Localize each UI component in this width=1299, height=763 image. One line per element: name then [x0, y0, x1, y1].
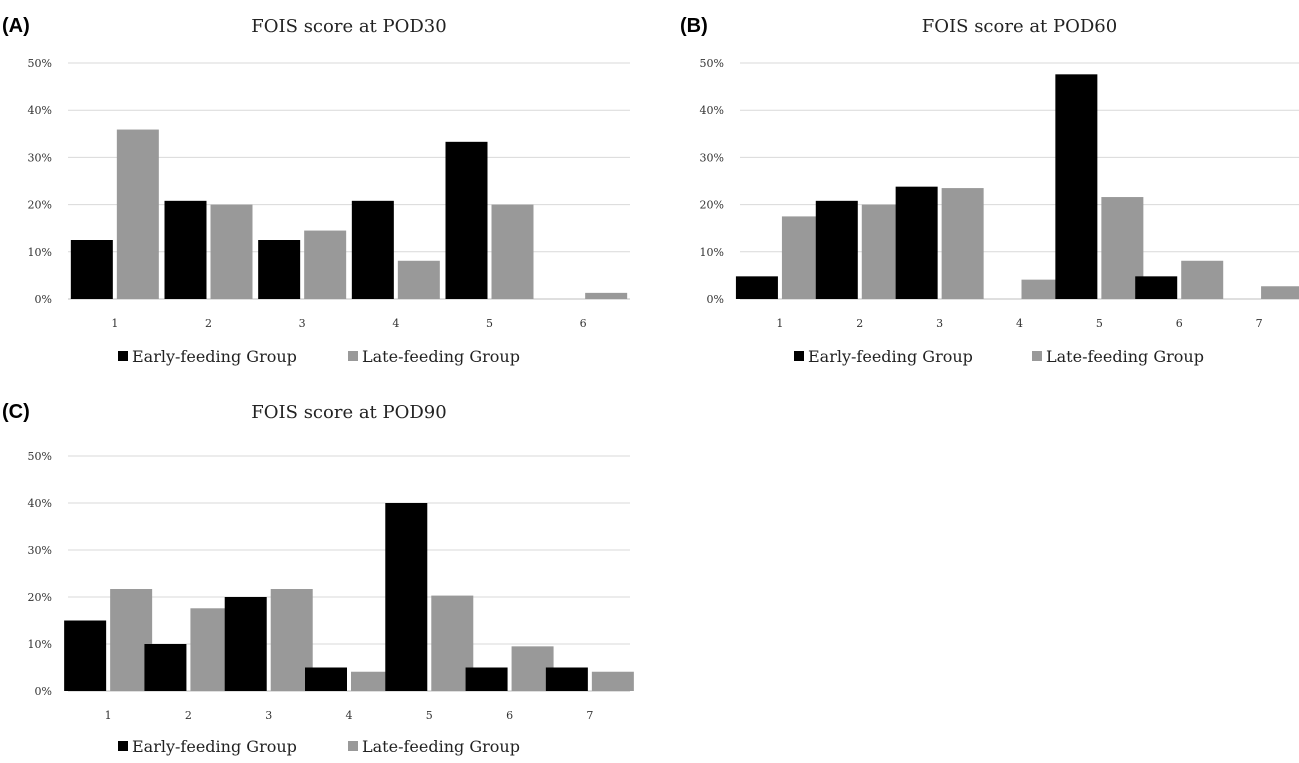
legend-swatch: [794, 351, 804, 361]
bar-early-5: [445, 141, 488, 299]
x-tick-label: 6: [506, 709, 513, 722]
bar-early-7: [545, 667, 588, 691]
bar-early-3: [895, 186, 938, 299]
bar-early-4: [305, 667, 347, 691]
bar-late-4: [351, 671, 393, 691]
x-tick-label: 6: [1176, 317, 1183, 330]
x-tick-label: 2: [205, 317, 212, 330]
chart-title: FOIS score at POD30: [251, 16, 446, 37]
panel-label: (C): [2, 401, 30, 423]
legend-entry: Early-feeding Group: [808, 347, 973, 366]
bar-early-3: [224, 597, 267, 691]
bar-early-5: [1055, 74, 1098, 299]
legend-swatch: [348, 741, 358, 751]
y-tick-label: 10%: [28, 246, 52, 259]
y-tick-label: 10%: [28, 638, 52, 651]
x-tick-label: 4: [346, 709, 353, 722]
y-tick-label: 40%: [28, 104, 52, 117]
y-tick-label: 40%: [700, 104, 724, 117]
y-tick-label: 20%: [28, 199, 52, 212]
bar-late-5: [491, 204, 534, 299]
y-tick-label: 20%: [28, 591, 52, 604]
chart-title: FOIS score at POD60: [922, 16, 1117, 37]
chart-c: (C) FOIS score at POD90 0% 10% 20% 30% 40% 50% 1…: [2, 401, 634, 756]
legend-swatch: [1032, 351, 1042, 361]
x-tick-label: 5: [486, 317, 493, 330]
bar-early-2: [164, 200, 207, 299]
x-tick-label: 3: [265, 709, 272, 722]
x-tick-label: 7: [1256, 317, 1263, 330]
bar-late-4: [397, 260, 440, 299]
bar-late-6: [1181, 260, 1224, 299]
y-tick-label: 20%: [700, 199, 724, 212]
x-tick-label: 1: [111, 317, 118, 330]
x-tick-label: 1: [105, 709, 112, 722]
legend-entry: Late-feeding Group: [362, 347, 520, 366]
x-tick-label: 3: [299, 317, 306, 330]
y-tick-label: 30%: [28, 151, 52, 164]
bar-early-1: [64, 620, 107, 691]
bar-early-6: [1135, 276, 1178, 299]
bar-early-1: [735, 276, 778, 299]
chart-a: (A) FOIS score at POD30 0% 10% 20% 30% 40% 50% 1…: [2, 15, 630, 366]
x-tick-label: 7: [586, 709, 593, 722]
bar-early-4: [351, 200, 394, 299]
chart-b: (B) FOIS score at POD60 0% 10% 20% 30% 40% 50% 1…: [680, 15, 1299, 366]
bar-early-1: [70, 240, 113, 299]
bar-late-6: [585, 292, 628, 299]
panel-label: (A): [2, 15, 30, 37]
bar-early-6: [465, 667, 508, 691]
y-tick-label: 10%: [700, 246, 724, 259]
y-tick-label: 50%: [700, 57, 724, 70]
x-tick-label: 3: [936, 317, 943, 330]
legend-entry: Late-feeding Group: [1046, 347, 1204, 366]
y-tick-label: 0%: [35, 293, 52, 306]
bar-late-2: [210, 204, 253, 299]
x-tick-label: 6: [580, 317, 587, 330]
y-tick-label: 50%: [28, 57, 52, 70]
x-tick-label: 4: [1016, 317, 1023, 330]
bar-late-3: [941, 188, 984, 299]
legend-entry: Early-feeding Group: [132, 347, 297, 366]
bar-early-2: [144, 644, 187, 691]
legend-entry: Early-feeding Group: [132, 737, 297, 756]
bar-early-5: [385, 503, 428, 691]
x-tick-label: 5: [426, 709, 433, 722]
legend-swatch: [118, 351, 128, 361]
legend-swatch: [118, 741, 128, 751]
y-tick-label: 50%: [28, 450, 52, 463]
x-tick-label: 4: [392, 317, 399, 330]
bar-late-1: [116, 129, 159, 299]
x-tick-label: 2: [856, 317, 863, 330]
x-tick-label: 5: [1096, 317, 1103, 330]
y-tick-label: 0%: [35, 685, 52, 698]
y-tick-label: 40%: [28, 497, 52, 510]
bar-late-3: [304, 230, 347, 299]
legend-swatch: [348, 351, 358, 361]
chart-title: FOIS score at POD90: [251, 402, 446, 423]
y-tick-label: 30%: [28, 544, 52, 557]
legend-entry: Late-feeding Group: [362, 737, 520, 756]
bar-early-2: [815, 200, 858, 299]
y-tick-label: 0%: [707, 293, 724, 306]
y-tick-label: 30%: [700, 151, 724, 164]
bar-late-4: [1021, 279, 1064, 299]
panel-label: (B): [680, 15, 708, 37]
bar-late-7: [1261, 286, 1299, 299]
bar-late-7: [591, 671, 634, 691]
x-tick-label: 2: [185, 709, 192, 722]
x-tick-label: 1: [776, 317, 783, 330]
bar-early-3: [258, 240, 301, 299]
